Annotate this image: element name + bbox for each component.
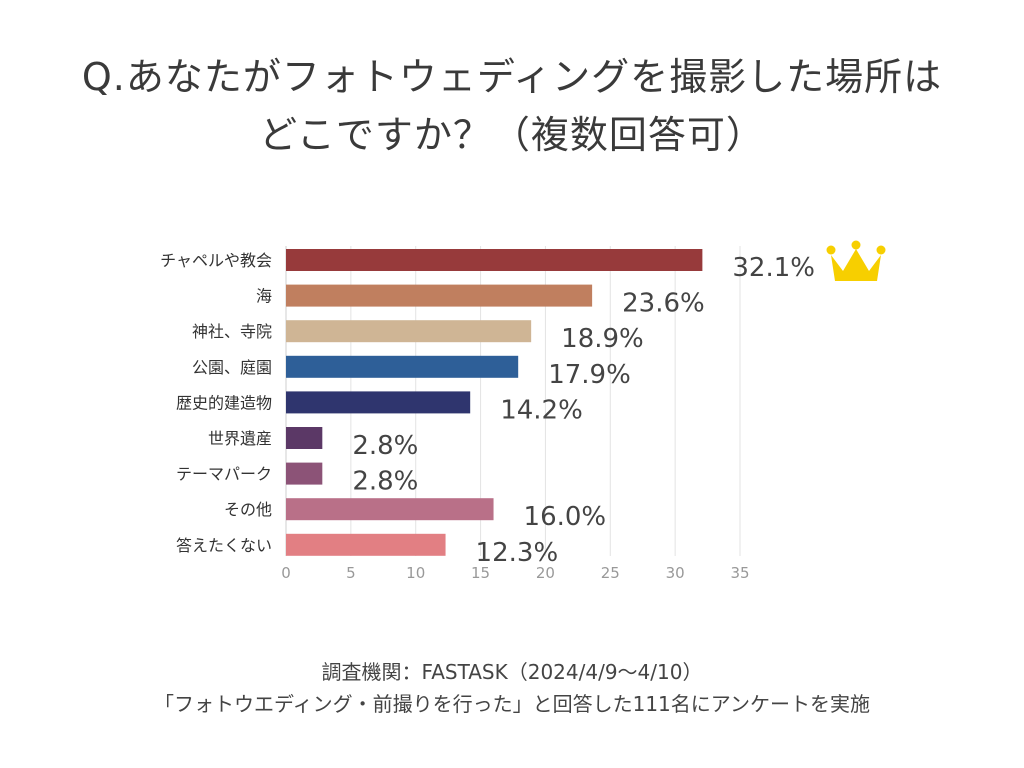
- bar: [286, 355, 519, 378]
- data-label: 12.3%: [476, 538, 559, 568]
- data-label: 17.9%: [548, 360, 631, 390]
- data-label: 2.8%: [352, 431, 418, 461]
- chart-title: Q.あなたがフォトウェディングを撮影した場所は どこですか？（複数回答可）: [0, 48, 1024, 164]
- chart-title-line1: Q.あなたがフォトウェディングを撮影した場所は: [81, 55, 943, 99]
- crown-icon: [826, 240, 886, 281]
- category-label: 海: [256, 287, 272, 306]
- bar: [286, 320, 532, 343]
- bar: [286, 498, 494, 521]
- x-tick-label: 30: [666, 564, 685, 582]
- survey-source: 調査機関：FASTASK（2024/4/9〜4/10）: [321, 660, 703, 684]
- data-label: 23.6%: [622, 289, 705, 319]
- category-label: 答えたくない: [176, 536, 272, 555]
- data-label: 32.1%: [732, 253, 815, 283]
- x-tick-label: 35: [730, 564, 749, 582]
- category-label: 世界遺産: [208, 429, 272, 448]
- bar: [286, 284, 593, 307]
- x-tick-label: 25: [601, 564, 620, 582]
- bar: [286, 391, 471, 414]
- category-label: その他: [224, 500, 272, 519]
- data-label: 14.2%: [500, 395, 583, 425]
- x-tick-label: 5: [346, 564, 356, 582]
- category-label: 神社、寺院: [192, 322, 272, 341]
- x-tick-label: 10: [406, 564, 425, 582]
- bar: [286, 249, 703, 271]
- survey-note: 「フォトウエディング・前撮りを行った」と回答した111名にアンケートを実施: [154, 692, 870, 716]
- data-label: 18.9%: [561, 324, 644, 354]
- x-tick-label: 0: [281, 564, 291, 582]
- bar: [286, 427, 323, 449]
- bar: [286, 533, 446, 556]
- chart-footer: 調査機関：FASTASK（2024/4/9〜4/10） 「フォトウエディング・前…: [0, 656, 1024, 720]
- category-label: チャペルや教会: [160, 251, 272, 270]
- data-label: 2.8%: [352, 467, 418, 497]
- category-label: テーマパーク: [176, 465, 272, 484]
- chart-title-line2: どこですか？（複数回答可）: [259, 113, 765, 157]
- bar: [286, 462, 323, 485]
- x-tick-label: 15: [471, 564, 490, 582]
- category-label: 公園、庭園: [192, 358, 272, 377]
- x-tick-label: 20: [536, 564, 555, 582]
- category-label: 歴史的建造物: [176, 393, 272, 412]
- data-label: 16.0%: [524, 502, 607, 532]
